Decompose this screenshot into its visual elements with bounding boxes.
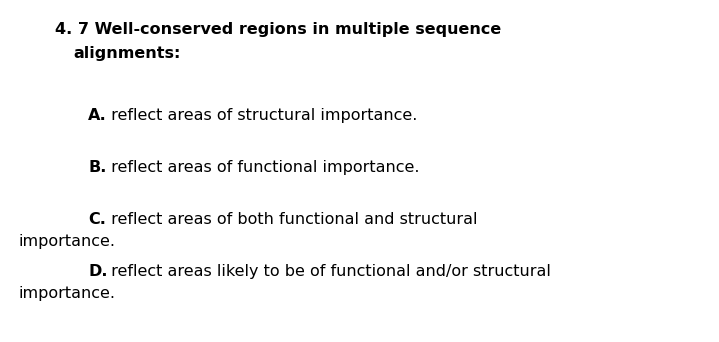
Text: 4. 7 Well-conserved regions in multiple sequence: 4. 7 Well-conserved regions in multiple … <box>55 22 501 37</box>
Text: A.: A. <box>88 108 106 123</box>
Text: B.: B. <box>88 160 106 175</box>
Text: C.: C. <box>88 212 106 227</box>
Text: D.: D. <box>88 264 108 279</box>
Text: reflect areas of both functional and structural: reflect areas of both functional and str… <box>106 212 477 227</box>
Text: importance.: importance. <box>18 234 115 249</box>
Text: alignments:: alignments: <box>73 46 180 61</box>
Text: reflect areas of structural importance.: reflect areas of structural importance. <box>106 108 417 123</box>
Text: reflect areas of functional importance.: reflect areas of functional importance. <box>106 160 419 175</box>
Text: importance.: importance. <box>18 286 115 301</box>
Text: reflect areas likely to be of functional and/or structural: reflect areas likely to be of functional… <box>106 264 551 279</box>
